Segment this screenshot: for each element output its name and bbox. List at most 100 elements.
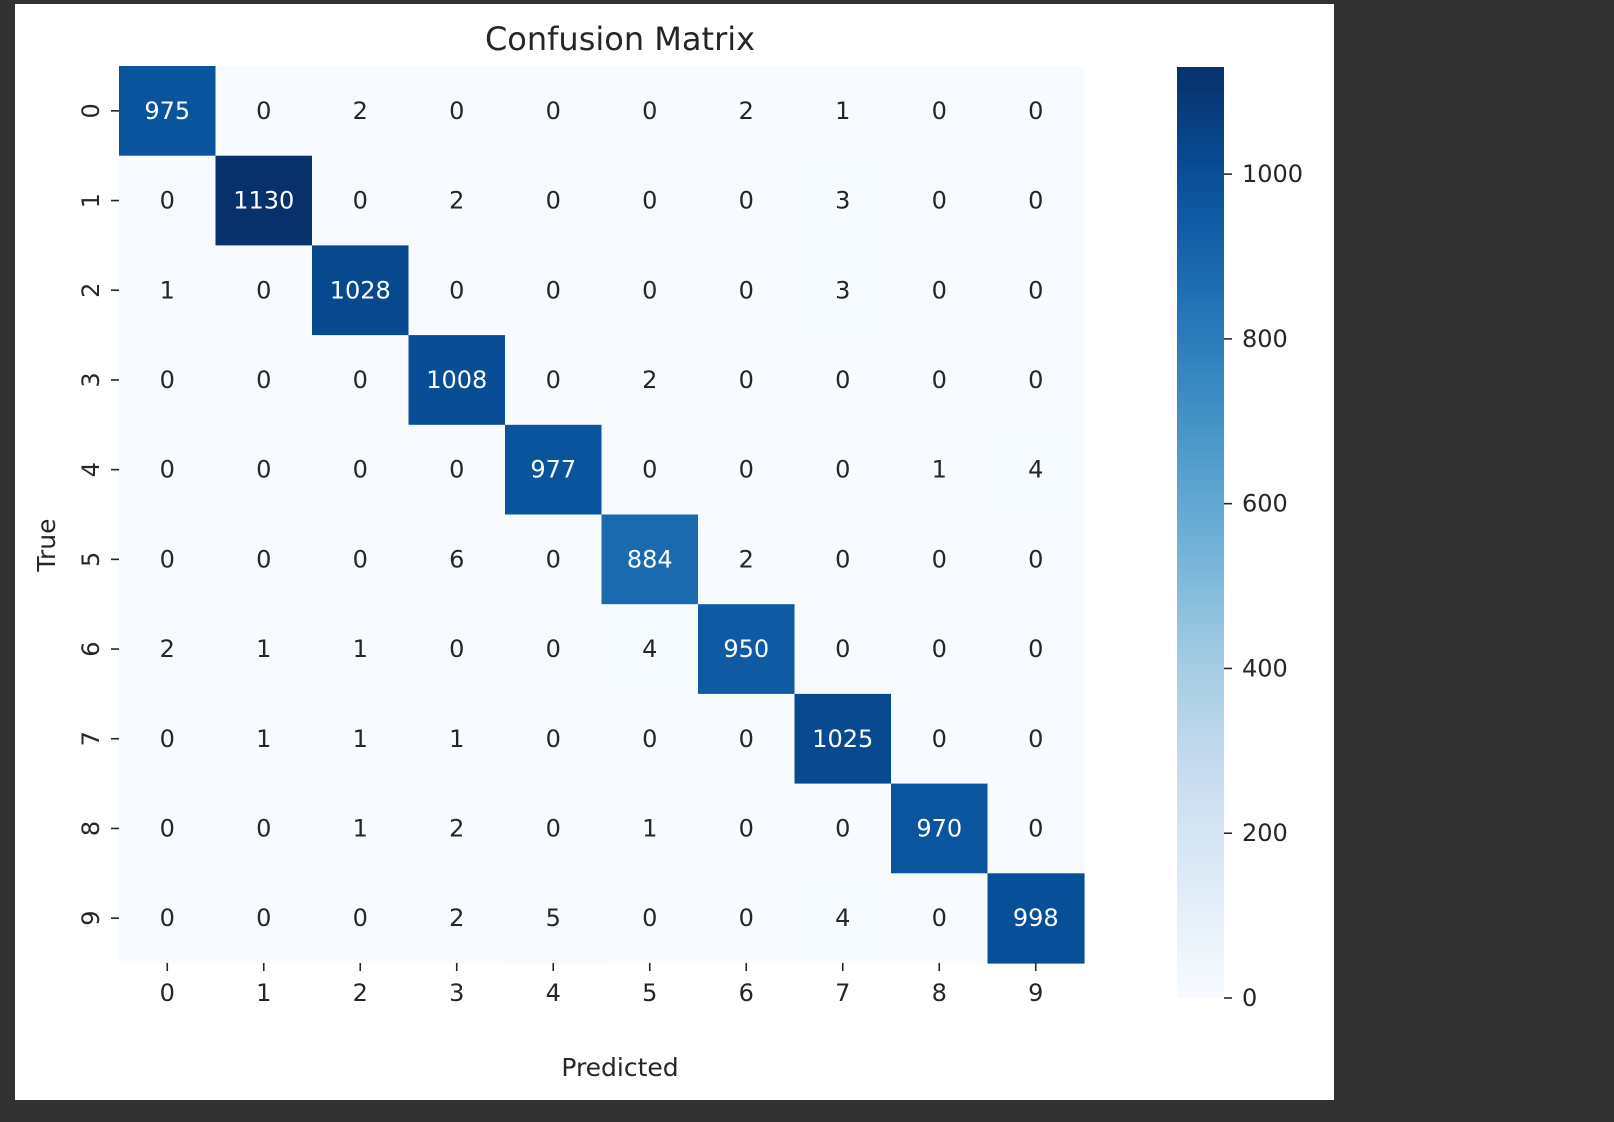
heatmap-cell bbox=[794, 604, 892, 695]
heatmap-cell bbox=[601, 604, 699, 695]
cell-value-label: 2 bbox=[449, 904, 464, 932]
x-tick-label: 2 bbox=[353, 979, 368, 1007]
x-tick-label: 1 bbox=[256, 979, 271, 1007]
heatmap-cell bbox=[119, 604, 217, 695]
heatmap-cell bbox=[891, 335, 989, 426]
cell-labels: 975 0 2 0 0 0 2 1 0 0 0 1130 0 2 0 0 0 3 0 0 1 0 1028 0 0 0 0 3 0 0 0 0… bbox=[144, 97, 1058, 932]
heatmap-cell bbox=[987, 155, 1085, 246]
heatmap-cell bbox=[408, 245, 506, 336]
cell-value-label: 0 bbox=[546, 545, 561, 573]
cell-value-label: 1 bbox=[256, 635, 271, 663]
heatmap-cell bbox=[698, 335, 796, 426]
colorbar-tick-label: 400 bbox=[1242, 654, 1288, 682]
cell-value-label: 0 bbox=[256, 545, 271, 573]
heatmap-cell bbox=[505, 693, 603, 785]
heatmap-cell bbox=[794, 783, 892, 874]
heatmap-cell bbox=[698, 514, 796, 605]
cell-value-label: 950 bbox=[723, 635, 769, 663]
cell-value-label: 0 bbox=[932, 366, 947, 394]
heatmap-cell bbox=[794, 66, 892, 157]
cell-value-label: 2 bbox=[160, 635, 175, 663]
cell-value-label: 1 bbox=[256, 725, 271, 753]
cell-value-label: 970 bbox=[916, 814, 962, 842]
heatmap-cell bbox=[215, 514, 313, 605]
colorbar bbox=[1177, 67, 1224, 998]
heatmap-cell bbox=[312, 245, 410, 336]
colorbar-tick-label: 1000 bbox=[1242, 160, 1303, 188]
heatmap-cell bbox=[408, 693, 506, 785]
heatmap-cell bbox=[987, 604, 1085, 695]
heatmap-cell bbox=[312, 873, 410, 964]
x-tick-label: 3 bbox=[449, 979, 464, 1007]
cell-value-label: 0 bbox=[256, 456, 271, 484]
cell-value-label: 884 bbox=[627, 545, 673, 573]
cell-value-label: 0 bbox=[449, 97, 464, 125]
cell-value-label: 0 bbox=[642, 725, 657, 753]
y-tick-label: 1 bbox=[77, 193, 105, 208]
cell-value-label: 0 bbox=[932, 545, 947, 573]
cell-value-label: 3 bbox=[835, 276, 850, 304]
cell-value-label: 0 bbox=[546, 276, 561, 304]
cell-value-label: 0 bbox=[642, 904, 657, 932]
cell-value-label: 0 bbox=[1028, 366, 1043, 394]
y-tick-label: 4 bbox=[77, 462, 105, 477]
cell-value-label: 0 bbox=[642, 187, 657, 215]
x-axis-title: Predicted bbox=[561, 1053, 678, 1082]
heatmap-cell bbox=[601, 155, 699, 246]
heatmap-cell bbox=[987, 873, 1085, 964]
heatmap-cell bbox=[505, 155, 603, 246]
cell-value-label: 0 bbox=[739, 456, 754, 484]
heatmap-cell bbox=[601, 693, 699, 785]
heatmap-cell bbox=[215, 245, 313, 336]
y-tick-label: 9 bbox=[77, 911, 105, 926]
cell-value-label: 0 bbox=[449, 276, 464, 304]
cell-value-label: 0 bbox=[353, 366, 368, 394]
heatmap-cell bbox=[698, 245, 796, 336]
heatmap-cell bbox=[601, 245, 699, 336]
cell-value-label: 0 bbox=[256, 366, 271, 394]
cell-value-label: 0 bbox=[546, 97, 561, 125]
x-axis-ticks: 0 1 2 3 4 5 6 7 8 9 bbox=[160, 963, 1043, 1007]
colorbar-tick-label: 800 bbox=[1242, 325, 1288, 353]
x-tick-label: 0 bbox=[160, 979, 175, 1007]
heatmap-cell bbox=[698, 424, 796, 516]
heatmap-cell bbox=[408, 604, 506, 695]
heatmap-cell bbox=[312, 424, 410, 516]
heatmap-cell bbox=[891, 873, 989, 964]
heatmap-cell bbox=[215, 424, 313, 516]
heatmap-cell bbox=[987, 335, 1085, 426]
heatmap-cell bbox=[119, 155, 217, 246]
cell-value-label: 2 bbox=[353, 97, 368, 125]
colorbar-tick-label: 200 bbox=[1242, 819, 1288, 847]
cell-value-label: 0 bbox=[353, 456, 368, 484]
cell-value-label: 0 bbox=[835, 545, 850, 573]
heatmap-cell bbox=[987, 245, 1085, 336]
cell-value-label: 4 bbox=[835, 904, 850, 932]
heatmap-cell bbox=[698, 66, 796, 157]
cell-value-label: 0 bbox=[353, 904, 368, 932]
cell-value-label: 0 bbox=[160, 456, 175, 484]
x-tick-label: 7 bbox=[835, 979, 850, 1007]
heatmap-cell bbox=[891, 424, 989, 516]
cell-value-label: 0 bbox=[932, 725, 947, 753]
cell-value-label: 0 bbox=[1028, 276, 1043, 304]
heatmap-cell bbox=[505, 66, 603, 157]
heatmap-cell bbox=[601, 424, 699, 516]
heatmap-cell bbox=[215, 873, 313, 964]
y-tick-label: 0 bbox=[77, 103, 105, 118]
heatmap-cell bbox=[312, 514, 410, 605]
heatmap-cell bbox=[794, 245, 892, 336]
colorbar-tick-label: 600 bbox=[1242, 490, 1288, 518]
cell-value-label: 0 bbox=[160, 187, 175, 215]
cell-value-label: 0 bbox=[932, 276, 947, 304]
cell-value-label: 0 bbox=[739, 725, 754, 753]
heatmap-cell bbox=[698, 783, 796, 874]
heatmap-cell bbox=[312, 693, 410, 785]
heatmap-cell bbox=[119, 693, 217, 785]
cell-value-label: 0 bbox=[160, 725, 175, 753]
x-tick-label: 9 bbox=[1028, 979, 1043, 1007]
cell-value-label: 977 bbox=[530, 456, 576, 484]
heatmap-cell bbox=[505, 873, 603, 964]
heatmap-cell bbox=[119, 245, 217, 336]
